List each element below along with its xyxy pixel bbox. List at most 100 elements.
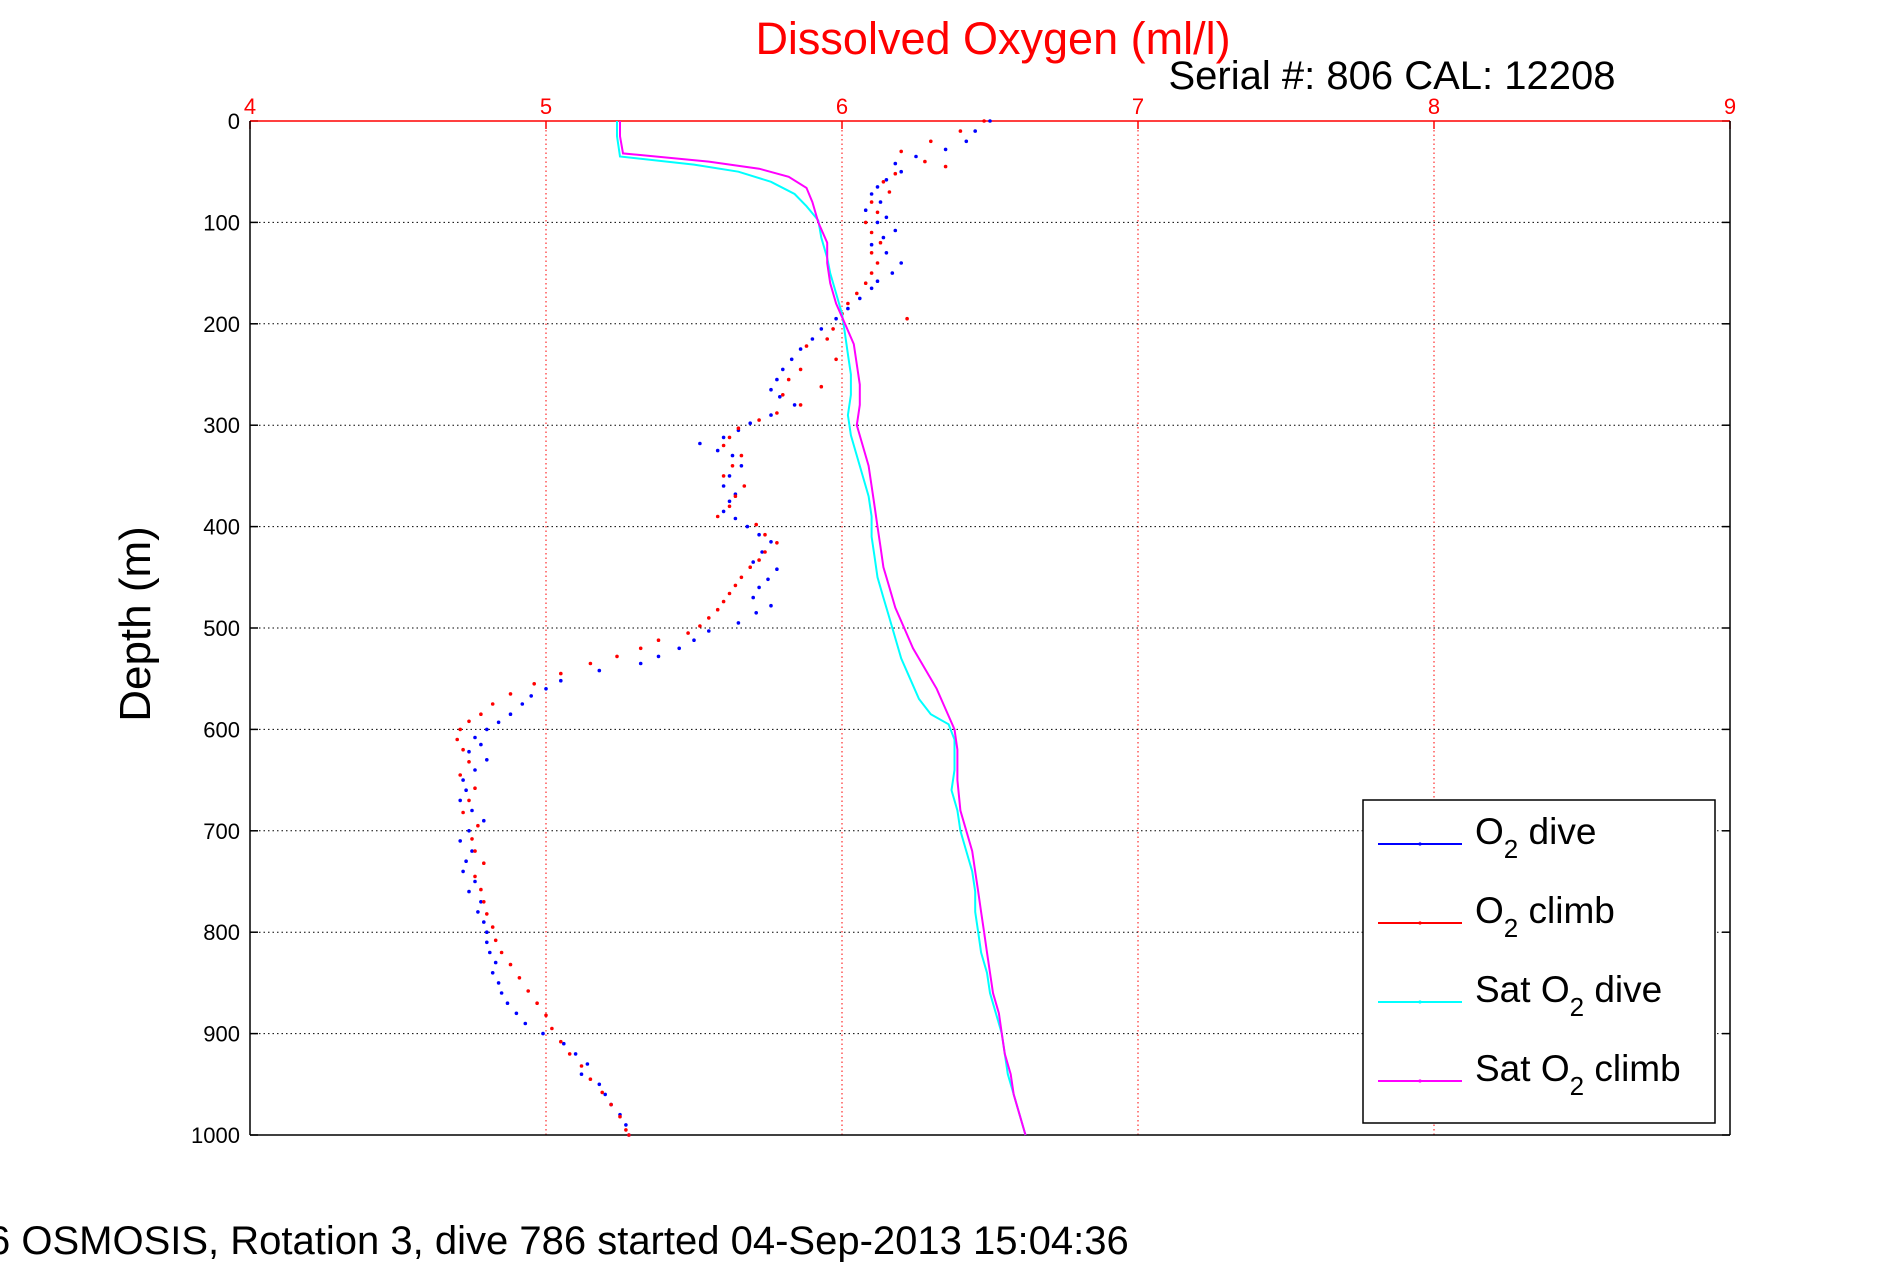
data-point-o2-dive <box>467 889 471 894</box>
data-point-o2-climb <box>508 692 513 696</box>
legend-marker <box>1418 921 1422 925</box>
data-point-o2-climb <box>721 599 726 604</box>
legend-marker <box>1418 1079 1422 1083</box>
data-point-o2-climb <box>878 240 883 245</box>
data-point-o2-dive <box>789 357 794 362</box>
data-point-o2-dive <box>863 208 868 212</box>
data-point-o2-climb <box>875 210 880 215</box>
data-point-o2-dive <box>479 900 483 904</box>
data-point-o2-dive <box>721 509 726 514</box>
data-point-o2-climb <box>775 411 779 415</box>
data-point-o2-climb <box>707 616 711 620</box>
data-point-o2-dive <box>473 768 477 772</box>
legend-item-sat-o2-climb: Sat O2 climb <box>1378 1048 1681 1101</box>
chart-subtitle: Serial #: 806 CAL: 12208 <box>1169 54 1616 98</box>
data-point-o2-dive <box>562 1041 566 1046</box>
data-point-o2-climb <box>615 654 619 659</box>
series-sat-o2-dive <box>616 121 1027 1136</box>
series-line-sat-o2-climb <box>619 121 1027 1136</box>
data-point-o2-dive <box>943 147 948 152</box>
data-point-o2-dive <box>760 550 764 554</box>
data-point-o2-climb <box>721 443 726 448</box>
data-point-o2-dive <box>520 702 525 706</box>
data-point-o2-climb <box>899 149 903 154</box>
legend-label: Sat O2 climb <box>1475 1048 1681 1101</box>
data-point-o2-climb <box>559 671 563 676</box>
data-point-o2-dive <box>461 778 465 782</box>
data-point-o2-dive <box>458 839 463 843</box>
legend: O2 dive O2 climb Sat O2 dive Sat O2 climb <box>1362 799 1716 1124</box>
x-tick-label: 6 <box>836 94 848 119</box>
data-point-o2-dive <box>890 271 895 275</box>
data-point-o2-climb <box>757 558 761 562</box>
data-point-o2-climb <box>943 164 948 169</box>
data-point-o2-climb <box>532 682 536 686</box>
data-point-o2-dive <box>496 981 501 985</box>
data-point-o2-climb <box>831 327 835 331</box>
legend-label: Sat O2 dive <box>1475 969 1662 1022</box>
data-point-o2-climb <box>775 541 779 545</box>
data-point-o2-climb <box>727 504 732 509</box>
series-sat-o2-climb <box>619 121 1027 1136</box>
data-point-o2-dive <box>819 327 824 331</box>
data-point-o2-dive <box>485 758 489 762</box>
y-tick-label: 900 <box>203 1022 240 1047</box>
data-point-o2-dive <box>656 654 661 659</box>
y-axis-label: Depth (m) <box>111 526 160 722</box>
data-point-o2-dive <box>479 742 483 747</box>
y-tick-label: 300 <box>203 413 240 438</box>
data-point-o2-climb <box>742 484 747 488</box>
data-point-o2-dive <box>733 516 738 521</box>
data-point-o2-climb <box>863 220 868 225</box>
data-point-o2-dive <box>769 387 773 392</box>
y-tick-labels: 0 100 200 300 400 500 600 700 800 900 1000 <box>191 109 240 1148</box>
data-point-o2-dive <box>781 367 785 372</box>
data-point-o2-dive <box>884 215 889 220</box>
y-tick-label: 700 <box>203 819 240 844</box>
data-point-o2-dive <box>523 1021 528 1026</box>
data-point-o2-climb <box>869 200 874 204</box>
data-point-o2-climb <box>905 316 909 321</box>
data-point-o2-climb <box>473 874 477 879</box>
y-tick-label: 0 <box>228 109 240 134</box>
data-point-o2-climb <box>846 301 850 306</box>
data-point-o2-dive <box>884 251 889 255</box>
data-point-o2-climb <box>559 1039 563 1044</box>
data-point-o2-dive <box>505 1001 510 1005</box>
data-point-o2-climb <box>798 403 803 407</box>
data-point-o2-dive <box>798 347 803 351</box>
data-point-o2-climb <box>544 1013 548 1018</box>
legend-item-o2-climb: O2 climb <box>1378 890 1615 943</box>
y-tick-label: 400 <box>203 515 240 540</box>
data-point-o2-climb <box>739 453 744 458</box>
data-point-o2-dive <box>766 577 770 582</box>
data-point-o2-climb <box>736 426 741 431</box>
data-point-o2-climb <box>461 810 465 815</box>
data-point-o2-dive <box>638 661 643 666</box>
data-point-o2-climb <box>458 773 463 777</box>
data-point-o2-dive <box>721 435 726 440</box>
data-point-o2-dive <box>769 413 773 417</box>
data-point-o2-climb <box>493 938 498 943</box>
legend-box <box>1362 799 1716 1124</box>
data-point-o2-dive <box>692 638 696 642</box>
data-point-o2-dive <box>846 306 850 311</box>
data-point-o2-climb <box>721 474 726 478</box>
data-point-o2-climb <box>517 976 522 980</box>
data-point-o2-climb <box>479 887 483 892</box>
data-point-o2-climb <box>638 646 643 651</box>
data-point-o2-dive <box>458 798 463 803</box>
data-point-o2-dive <box>757 585 761 590</box>
data-point-o2-climb <box>834 357 838 362</box>
data-point-o2-climb <box>727 591 732 596</box>
data-point-o2-dive <box>715 448 720 453</box>
data-point-o2-climb <box>686 631 690 635</box>
data-point-o2-climb <box>869 230 874 235</box>
data-point-o2-dive <box>493 960 498 965</box>
data-point-o2-dive <box>579 1072 584 1076</box>
y-tick-label: 500 <box>203 616 240 641</box>
data-point-o2-climb <box>656 638 661 642</box>
data-point-o2-dive <box>597 1082 602 1087</box>
data-point-o2-climb <box>588 1077 593 1081</box>
